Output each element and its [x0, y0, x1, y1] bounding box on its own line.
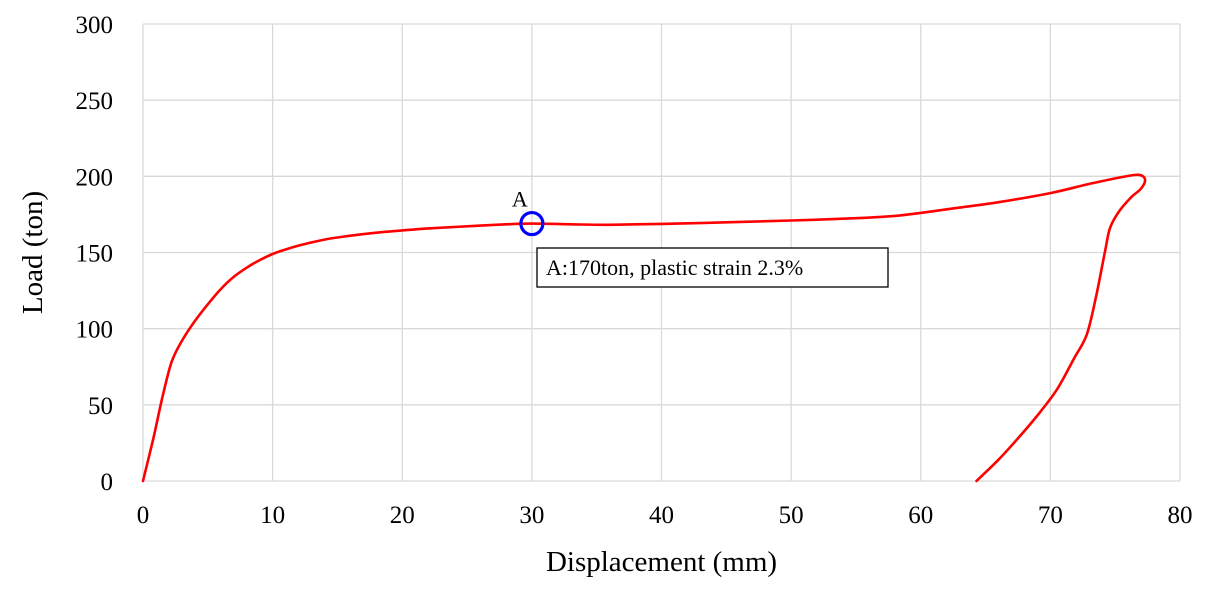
x-axis-ticks: 0 10 20 30 40 50 60 70 80 — [137, 502, 1193, 529]
load-displacement-curve — [141, 173, 1147, 483]
y-tick-label: 0 — [101, 469, 114, 496]
annotation-text: A:170ton, plastic strain 2.3% — [546, 255, 803, 280]
y-axis-ticks: 0 50 100 150 200 250 300 — [76, 12, 114, 496]
x-tick-label: 60 — [908, 502, 933, 529]
x-tick-label: 80 — [1168, 502, 1193, 529]
x-tick-label: 30 — [519, 502, 544, 529]
y-tick-label: 50 — [88, 393, 113, 420]
annotation-box — [536, 247, 889, 288]
x-tick-label: 20 — [390, 502, 415, 529]
y-tick-label: 150 — [76, 241, 114, 268]
y-axis-title: Load (ton) — [17, 191, 49, 314]
x-tick-label: 50 — [779, 502, 804, 529]
y-tick-label: 250 — [76, 88, 114, 115]
y-tick-label: 300 — [76, 12, 114, 39]
x-tick-label: 40 — [649, 502, 674, 529]
x-tick-label: 0 — [137, 502, 150, 529]
x-tick-label: 70 — [1038, 502, 1063, 529]
x-tick-label: 10 — [260, 502, 285, 529]
point-a-label: A — [512, 187, 528, 212]
point-a-marker — [519, 210, 545, 237]
y-tick-label: 200 — [76, 164, 114, 191]
y-tick-label: 100 — [76, 317, 114, 344]
x-axis-title: Displacement (mm) — [546, 546, 777, 578]
